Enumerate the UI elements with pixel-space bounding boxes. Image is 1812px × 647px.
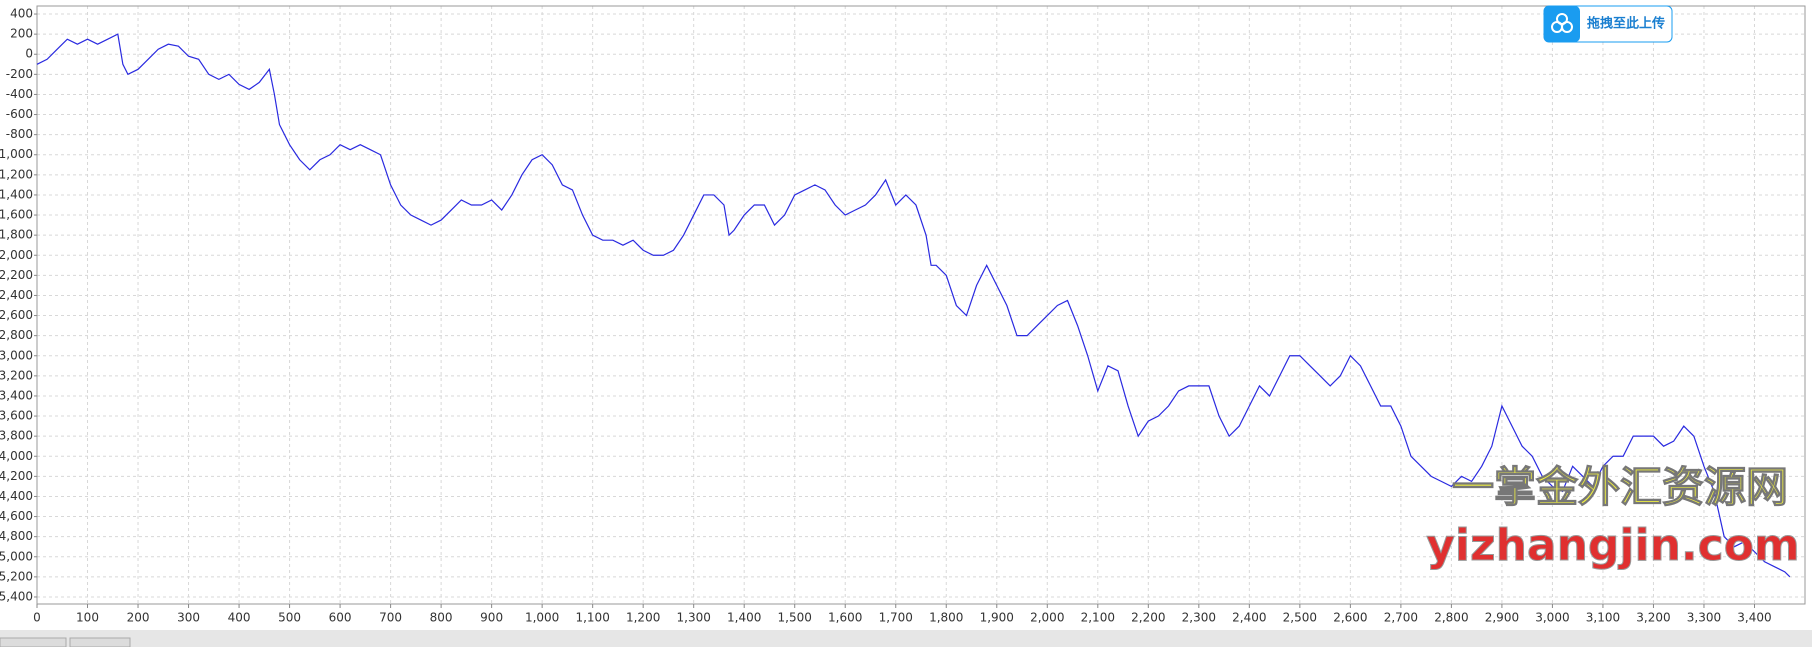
x-tick-label: 100 — [76, 611, 99, 625]
x-tick-label: 3,200 — [1636, 611, 1670, 625]
y-tick-label: -2,400 — [0, 288, 33, 302]
y-tick-label: -800 — [6, 127, 33, 141]
status-bar — [0, 630, 1812, 647]
y-tick-label: -2,000 — [0, 248, 33, 262]
y-tick-label: -2,200 — [0, 268, 33, 282]
x-tick-label: 300 — [177, 611, 200, 625]
y-tick-label: -5,400 — [0, 589, 33, 603]
chart-background — [0, 0, 1812, 630]
y-tick-label: -2,600 — [0, 308, 33, 322]
x-tick-label: 0 — [33, 611, 41, 625]
y-tick-label: -3,200 — [0, 368, 33, 382]
icon-shape — [1556, 13, 1568, 25]
y-tick-label: -3,000 — [0, 348, 33, 362]
x-tick-label: 2,400 — [1232, 611, 1266, 625]
y-tick-label: -4,600 — [0, 509, 33, 523]
x-tick-label: 1,100 — [575, 611, 609, 625]
y-tick-label: 0 — [25, 47, 33, 61]
button-label[interactable]: 拖拽至此上传 — [1587, 16, 1665, 32]
plot-frame — [36, 5, 1806, 605]
x-tick-label: 2,600 — [1333, 611, 1367, 625]
y-tick-label: -4,400 — [0, 489, 33, 503]
y-tick-label: -1,400 — [0, 187, 33, 201]
x-tick-label: 200 — [127, 611, 150, 625]
marks — [36, 33, 1791, 578]
x-tick-label: 2,800 — [1434, 611, 1468, 625]
y-tick-label: -2,800 — [0, 328, 33, 342]
x-tick-label: 3,300 — [1687, 611, 1721, 625]
tab[interactable] — [0, 637, 67, 647]
y-tick-label: -1,800 — [0, 228, 33, 242]
x-tick-label: 1,500 — [778, 611, 812, 625]
x-tick-label: 3,100 — [1586, 611, 1620, 625]
x-tick-label: 3,400 — [1737, 611, 1771, 625]
x-tick-label: 2,500 — [1283, 611, 1317, 625]
y-tick-label: -1,200 — [0, 167, 33, 181]
y-tick-label: -600 — [6, 107, 33, 121]
y-tick-label: -4,800 — [0, 529, 33, 543]
x-tick-label: 1,600 — [828, 611, 862, 625]
x-tick-label: 2,000 — [1030, 611, 1064, 625]
grid — [36, 6, 1805, 604]
x-tick-label: 2,700 — [1384, 611, 1418, 625]
y-tick-label: -200 — [6, 67, 33, 81]
watermark-url: yizhangjin.com — [1426, 520, 1800, 571]
x-tick-label: 700 — [379, 611, 402, 625]
x-tick-label: 1,700 — [879, 611, 913, 625]
x-tick-label: 2,300 — [1182, 611, 1216, 625]
y-tick-label: -3,600 — [0, 409, 33, 423]
upload-button[interactable]: 拖拽至此上传 — [1543, 5, 1673, 43]
y-tick-label: -4,000 — [0, 449, 33, 463]
y-tick-label: 200 — [10, 27, 33, 41]
data-line — [36, 33, 1791, 578]
x-tick-label: 2,200 — [1131, 611, 1165, 625]
x-tick-label: 2,100 — [1081, 611, 1115, 625]
x-tick-label: 2,900 — [1485, 611, 1519, 625]
tab[interactable] — [69, 637, 131, 647]
y-tick-label: 400 — [10, 7, 33, 21]
y-tick-label: -400 — [6, 87, 33, 101]
y-tick-label: -3,800 — [0, 429, 33, 443]
x-tick-label: 1,800 — [929, 611, 963, 625]
y-tick-label: -4,200 — [0, 469, 33, 483]
y-tick-label: -5,200 — [0, 569, 33, 583]
watermark-chinese: 一掌金外汇资源网 — [1452, 463, 1788, 512]
x-tick-label: 500 — [278, 611, 301, 625]
x-tick-label: 600 — [329, 611, 352, 625]
x-tick-label: 800 — [430, 611, 453, 625]
x-tick-label: 1,400 — [727, 611, 761, 625]
y-tick-label: -1,000 — [0, 147, 33, 161]
y-tick-label: -5,000 — [0, 549, 33, 563]
x-tick-label: 1,900 — [980, 611, 1014, 625]
x-tick-label: 1,200 — [626, 611, 660, 625]
y-tick-label: -3,400 — [0, 388, 33, 402]
x-tick-label: 400 — [228, 611, 251, 625]
x-tick-label: 1,000 — [525, 611, 559, 625]
x-tick-label: 900 — [480, 611, 503, 625]
x-tick-label: 3,000 — [1535, 611, 1569, 625]
y-tick-label: -1,600 — [0, 208, 33, 222]
x-tick-label: 1,300 — [677, 611, 711, 625]
